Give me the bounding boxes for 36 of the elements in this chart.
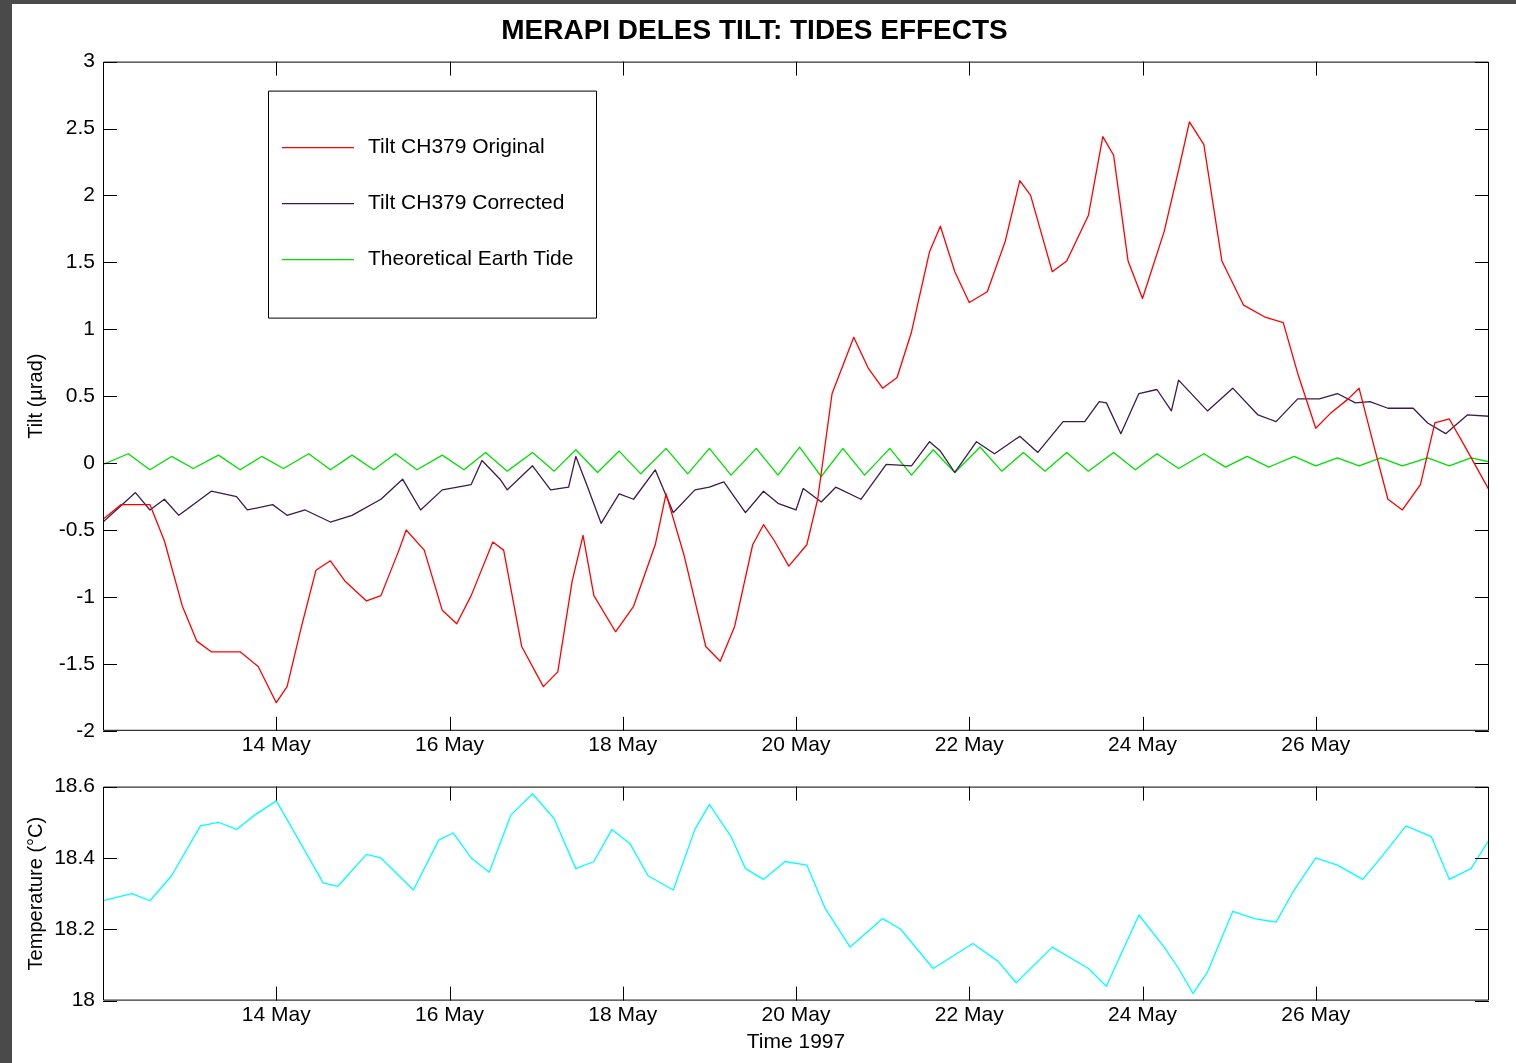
legend-label: Tilt CH379 Original xyxy=(368,134,545,158)
x-tick-label: 16 May xyxy=(415,732,485,756)
x-tick-label: 22 May xyxy=(934,732,1005,756)
y-tick-label: 18.6 xyxy=(54,773,95,797)
x-tick-label: 24 May xyxy=(1108,732,1178,756)
x-tick-label: 16 May xyxy=(415,1002,485,1025)
x-tick-label: 18 May xyxy=(588,732,658,756)
y-tick-label: 18.2 xyxy=(54,916,95,940)
x-tick-label: 26 May xyxy=(1281,732,1351,756)
x-tick-label: 14 May xyxy=(241,1002,312,1025)
y-tick-label: 2.5 xyxy=(65,115,95,139)
y-tick-label: 0 xyxy=(83,449,95,473)
x-tick-label: 18 May xyxy=(588,1002,658,1025)
y-tick-label: 18.4 xyxy=(54,844,96,868)
y-tick-label: 3 xyxy=(83,48,95,72)
x-tick-label: 22 May xyxy=(934,1002,1005,1025)
y-axis-title: Tilt (µrad) xyxy=(23,353,46,439)
x-tick-label: 26 May xyxy=(1281,1002,1351,1025)
x-tick-label: 14 May xyxy=(241,732,312,756)
y-tick-label: 1.5 xyxy=(65,249,95,273)
legend-label: Theoretical Earth Tide xyxy=(368,246,574,270)
x-tick-label: 24 May xyxy=(1108,1002,1178,1025)
y-tick-label: 18 xyxy=(71,987,95,1011)
y-tick-label: 1 xyxy=(83,316,95,340)
chart-title: MERAPI DELES TILT: TIDES EFFECTS xyxy=(501,13,1008,45)
x-tick-label: 20 May xyxy=(761,1002,831,1025)
y-tick-label: 0.5 xyxy=(65,383,95,406)
y-tick-label: 2 xyxy=(83,182,95,206)
y-tick-label: -0.5 xyxy=(58,516,95,540)
y-tick-label: -1.5 xyxy=(58,650,95,674)
x-tick-label: 20 May xyxy=(761,732,831,756)
x-axis-title: Time 1997 xyxy=(746,1029,846,1053)
y-tick-label: -1 xyxy=(76,583,95,607)
legend-label: Tilt CH379 Corrected xyxy=(368,190,565,214)
y-tick-label: -2 xyxy=(76,717,95,741)
y-axis-title: Temperature (°C) xyxy=(23,816,46,971)
